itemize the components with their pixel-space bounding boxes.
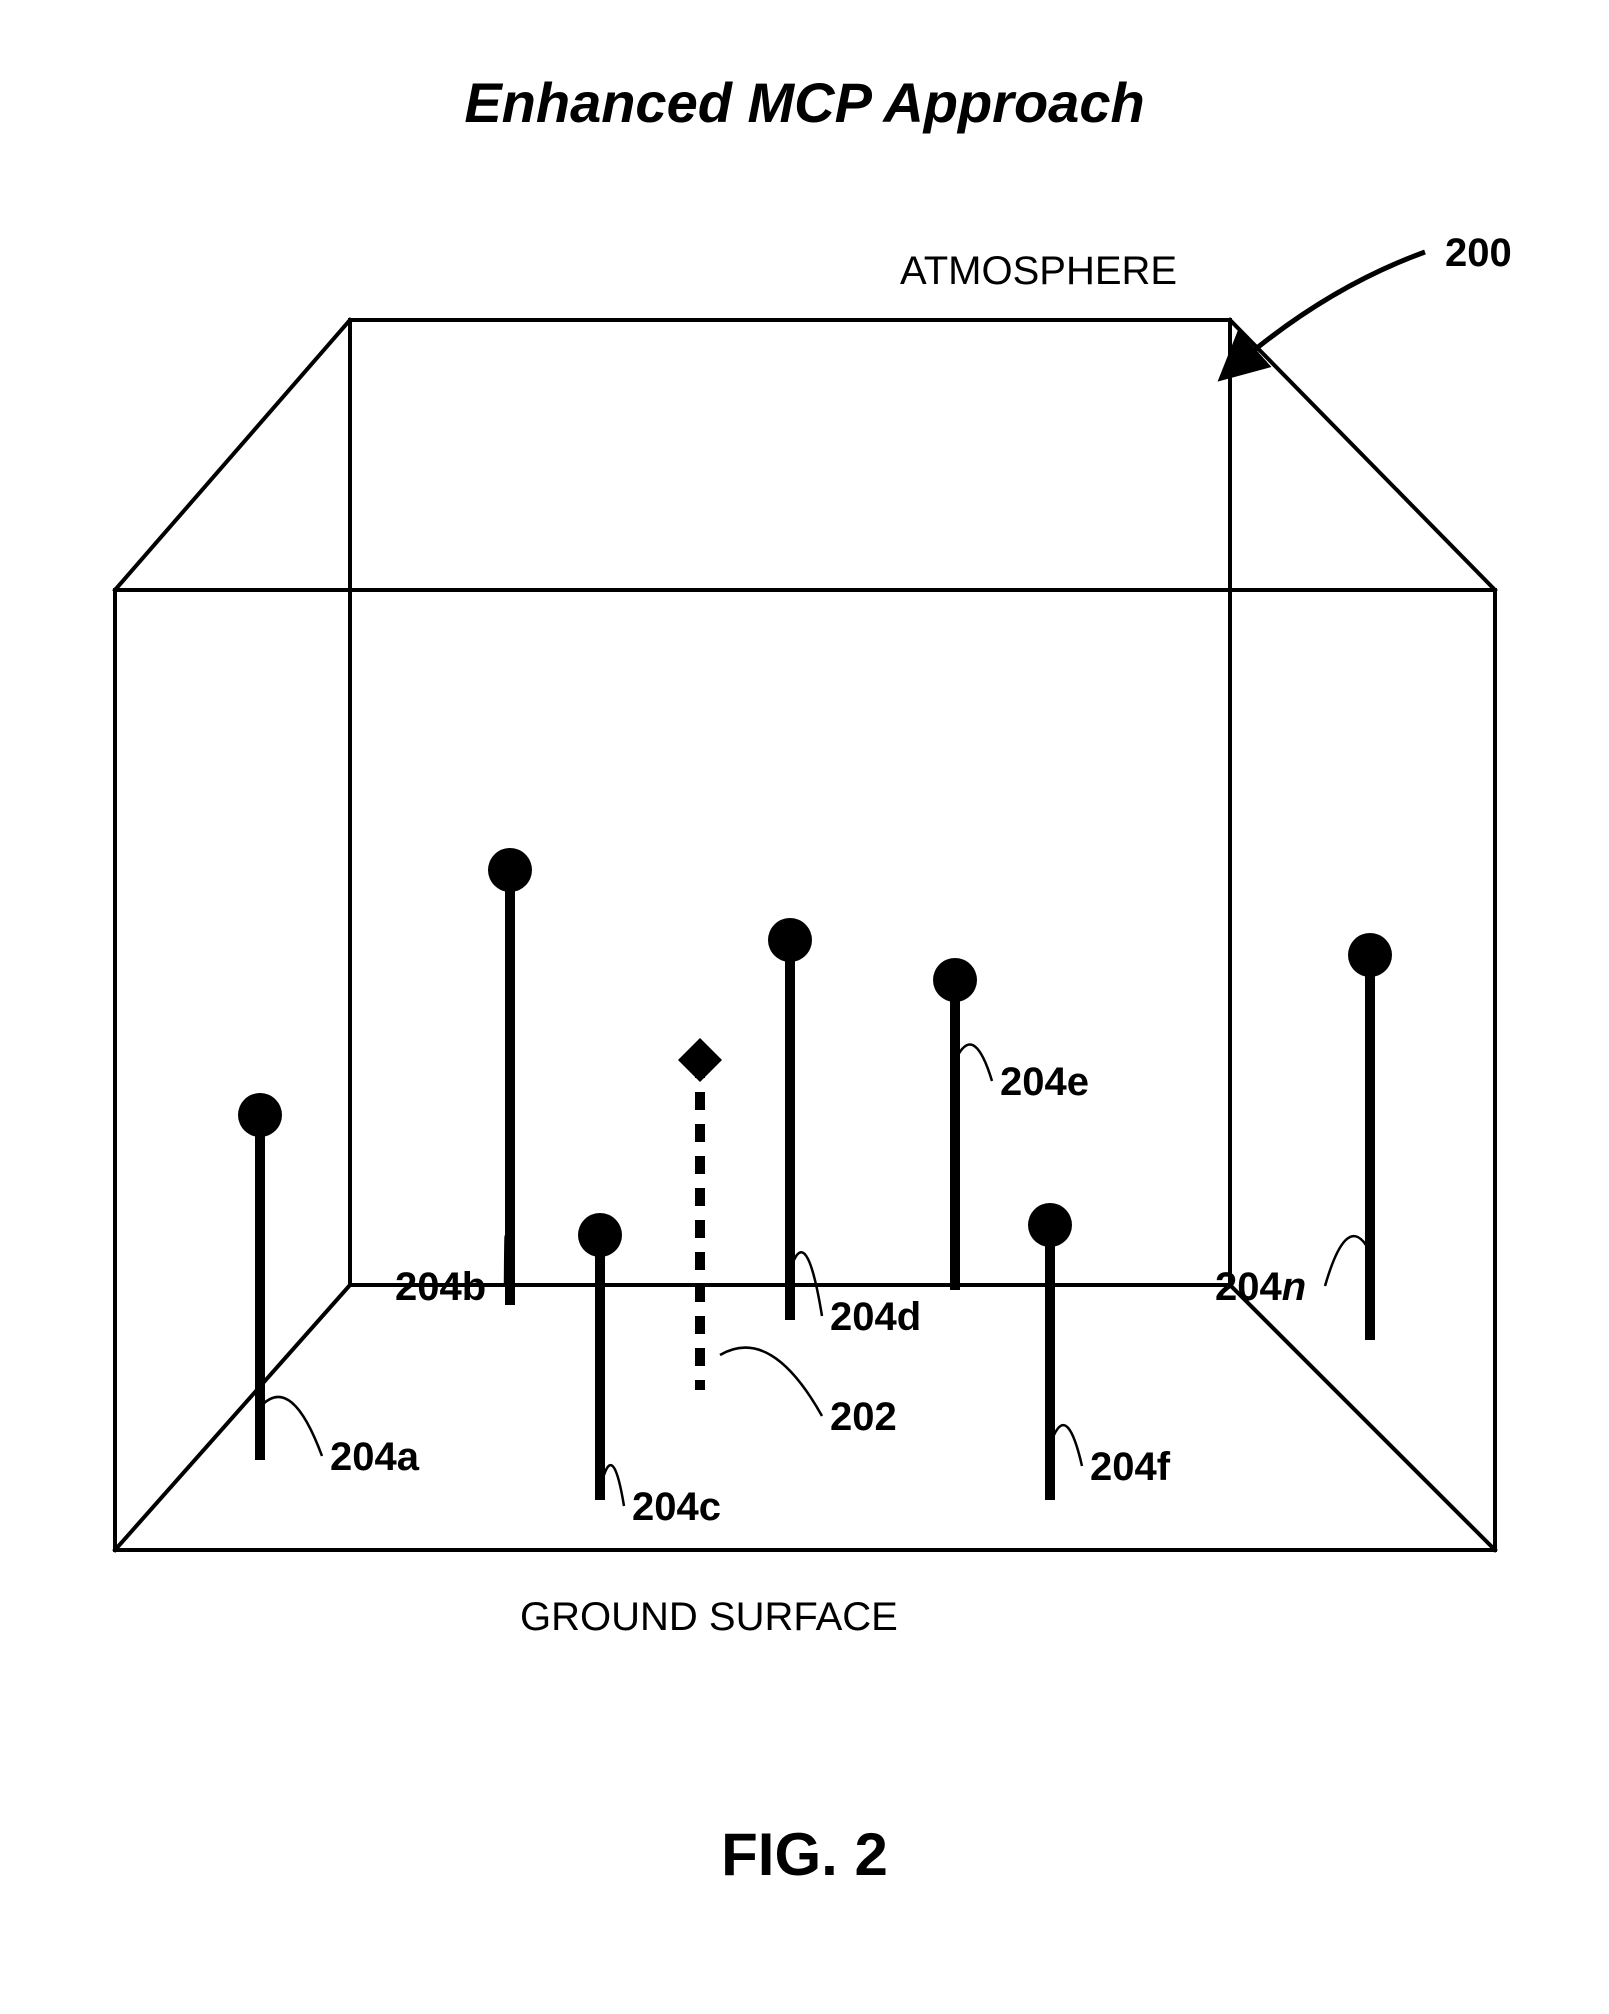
tower-head-c (578, 1213, 622, 1257)
ref-arrow-icon (1225, 252, 1425, 375)
tower-label-d: 204d (830, 1295, 921, 1339)
atmosphere-label: ATMOSPHERE (900, 249, 1177, 293)
leader-b (505, 1236, 506, 1286)
tower-head-b (488, 848, 532, 892)
tower-label-n: 204n (1215, 1265, 1306, 1309)
tower-head-f (1028, 1203, 1072, 1247)
tower-label-e: 204e (1000, 1060, 1089, 1104)
ground-label: GROUND SURFACE (520, 1595, 898, 1639)
leader-a (262, 1397, 322, 1456)
tower-label-a: 204a (330, 1435, 420, 1479)
tower-label-b: 204b (395, 1265, 486, 1309)
target-label: 202 (830, 1395, 897, 1439)
target-head-diamond-icon (678, 1038, 722, 1082)
leader-n (1325, 1236, 1366, 1286)
tower-head-d (768, 918, 812, 962)
page: Enhanced MCP Approach 204a204b204c204d20… (0, 0, 1609, 2014)
figure-label: FIG. 2 (0, 1820, 1609, 1889)
tower-head-e (933, 958, 977, 1002)
leader-e (958, 1045, 992, 1081)
box-ref-label: 200 (1445, 231, 1512, 275)
tower-head-a (238, 1093, 282, 1137)
tower-label-c: 204c (632, 1485, 721, 1529)
leader-target (720, 1348, 822, 1416)
leader-c (604, 1465, 624, 1506)
tower-label-f: 204f (1090, 1445, 1171, 1489)
diagram-svg: 204a 204b 204c 204d 204e 204f 204n 202 200 ATMOSP… (0, 0, 1609, 2014)
leader-f (1054, 1425, 1082, 1466)
tower-head-n (1348, 933, 1392, 977)
